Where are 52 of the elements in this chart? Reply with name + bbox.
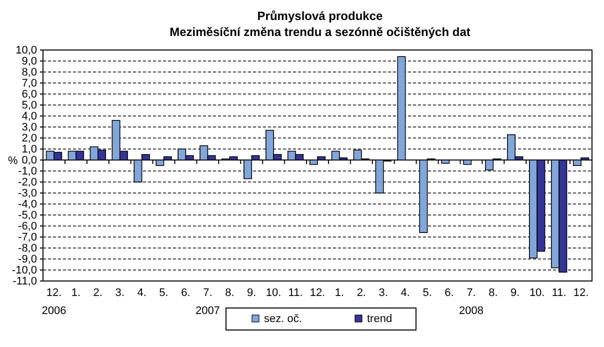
y-tick-label: 2,0 xyxy=(22,132,37,145)
y-tick-label: 1,0 xyxy=(22,144,37,156)
x-tick-label: 2. xyxy=(93,287,102,299)
y-tick-label: 7,0 xyxy=(22,78,37,90)
x-tick-label: 12. xyxy=(310,287,326,299)
x-tick-label: 8. xyxy=(225,287,234,299)
x-tick-label: 4. xyxy=(137,287,146,299)
x-tick-label: 9. xyxy=(510,287,520,299)
y-tick-label: -7,0 xyxy=(18,232,37,244)
y-tick-label: -1,0 xyxy=(18,166,37,178)
x-tick-label: 3. xyxy=(115,287,124,299)
x-tick-label: 8. xyxy=(488,287,498,299)
x-tick-label: 5. xyxy=(422,287,432,299)
y-tick-label: 3,0 xyxy=(22,122,37,134)
y-tick-label: -11,0 xyxy=(12,276,37,288)
x-tick-label: 2. xyxy=(356,287,366,299)
legend-label: sez. oč. xyxy=(264,313,302,325)
x-tick-label: 3. xyxy=(378,287,388,299)
chart-title: Průmyslová produkce xyxy=(257,9,384,23)
x-tick-label: 6. xyxy=(444,287,454,299)
chart-subtitle: Meziměsíční změna trendu a sezónně očištěných dat xyxy=(170,25,470,39)
y-tick-label: -6,0 xyxy=(18,220,37,233)
x-tick-label: 6. xyxy=(181,287,190,299)
y-tick-label: -3,0 xyxy=(18,188,37,200)
x-tick-label: 10. xyxy=(529,287,545,299)
y-tick-label: -5,0 xyxy=(18,210,37,222)
x-tick-label: 11. xyxy=(552,287,566,299)
x-tick-label: 4. xyxy=(400,287,410,299)
x-tick-label: 12. 2006 xyxy=(42,287,66,317)
y-tick-label: 10,0 xyxy=(16,44,37,57)
x-tick-label: 7. 2008 xyxy=(458,287,484,317)
y-tick-label: 8,0 xyxy=(22,66,37,79)
x-tick-label: 10. xyxy=(266,287,282,299)
y-axis-title: % xyxy=(8,155,18,167)
y-tick-label: -4,0 xyxy=(18,198,37,211)
y-tick-label: -9,0 xyxy=(18,254,37,266)
x-tick-label: 1. xyxy=(71,287,81,299)
x-tick-label: 7. 2007 xyxy=(195,287,220,317)
y-tick-label: -10,0 xyxy=(12,264,37,277)
x-tick-label: 1. xyxy=(334,287,344,299)
y-tick-label: 0,0 xyxy=(22,154,37,167)
x-tick-label: 12. xyxy=(573,287,589,299)
y-tick-label: 9,0 xyxy=(22,56,37,68)
x-tick-label: 11. xyxy=(288,287,303,299)
y-tick-label: 4,0 xyxy=(22,110,37,123)
legend-label: trend xyxy=(367,313,392,325)
x-tick-label: 5. xyxy=(159,287,168,299)
y-tick-label: 6,0 xyxy=(22,88,37,101)
y-tick-label: -2,0 xyxy=(18,176,37,189)
x-tick-label: 9. xyxy=(247,287,256,299)
y-tick-label: 5,0 xyxy=(22,100,37,112)
y-tick-label: -8,0 xyxy=(18,242,37,255)
